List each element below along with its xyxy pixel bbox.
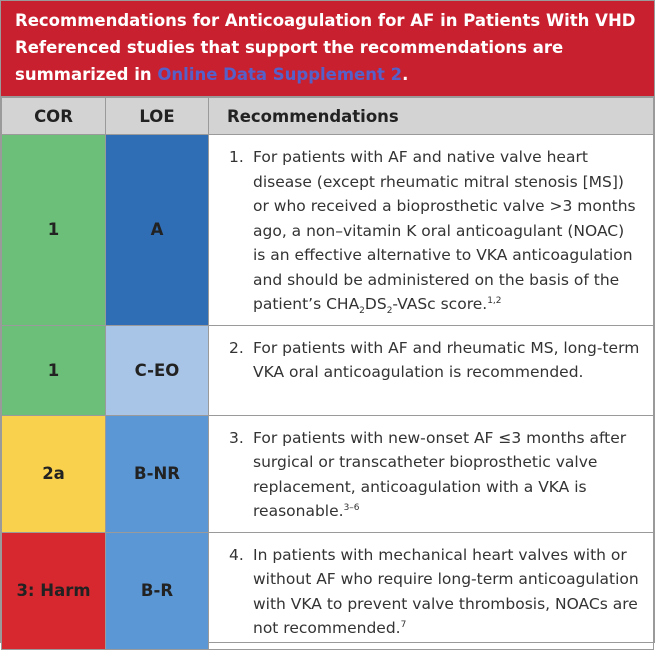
text: For patients with AF and rheumatic MS, l…: [253, 338, 640, 382]
row: 3: Harm B-R 4. In patients with mechanica…: [1, 531, 654, 650]
row: 1 A 1. For patients with AF and native va…: [1, 134, 654, 326]
recommendation-line: 2. For patients with AF and rheumatic MS,…: [229, 336, 641, 385]
text-part: -VASc score.: [392, 295, 488, 313]
text-part: For patients with new-onset AF ≤3 months…: [253, 428, 627, 521]
loe: C-EO: [105, 324, 209, 416]
cor: 1: [1, 134, 106, 326]
loe: A: [105, 134, 209, 326]
row: 2a B-NR 3. For patients with new-onset AF…: [1, 414, 654, 533]
text: For patients with AF and native valve he…: [253, 145, 641, 317]
loe: B-R: [105, 531, 209, 650]
recommendation: 2. For patients with AF and rheumatic MS,…: [208, 324, 654, 416]
cor: 3: Harm: [1, 531, 106, 650]
number: 2.: [229, 338, 244, 357]
text: For patients with new-onset AF ≤3 months…: [253, 426, 641, 524]
reference: 3–6: [343, 502, 360, 513]
text-part: DS: [364, 295, 387, 313]
link[interactable]: Online Data Supplement 2: [157, 65, 403, 84]
title: Recommendations for Anticoagulation for …: [15, 11, 636, 30]
header-row: COR LOE Recommendations: [1, 97, 654, 135]
subtitle-end: .: [402, 65, 409, 84]
header: Recommendations for Anticoagulation for …: [1, 1, 654, 97]
recommendation-line: 4. In patients with mechanical heart valv…: [229, 543, 641, 641]
row: 1 C-EO 2. For patients with AF and rheuma…: [1, 324, 654, 416]
cor: 2a: [1, 414, 106, 533]
subtitle-text: Referenced studies that support the reco…: [15, 38, 564, 84]
text: In patients with mechanical heart valves…: [253, 543, 641, 641]
recommendation: 3. For patients with new-onset AF ≤3 mont…: [208, 414, 654, 533]
recommendation-line: 1. For patients with AF and native valve …: [229, 145, 641, 317]
subtitle: Referenced studies that support the reco…: [15, 34, 640, 88]
recommendation: 4. In patients with mechanical heart valv…: [208, 531, 654, 650]
reference: 7: [400, 619, 407, 630]
number: 1.: [229, 148, 244, 166]
column-header: Recommendations: [208, 97, 654, 135]
recommendation-line: 3. For patients with new-onset AF ≤3 mont…: [229, 426, 641, 524]
number: 3.: [229, 428, 244, 447]
reference: 1,2: [487, 295, 502, 306]
number: 4.: [229, 545, 244, 564]
column-header: LOE: [105, 97, 209, 135]
text-part: In patients with mechanical heart valves…: [253, 545, 639, 638]
table: COR LOE Recommendations 1 A 1. For patien…: [1, 97, 654, 650]
loe: B-NR: [105, 414, 209, 533]
text-part: For patients with AF and native valve he…: [253, 148, 636, 313]
column-header: COR: [1, 97, 106, 135]
subscript: 2: [386, 306, 393, 317]
recommendation: 1. For patients with AF and native valve …: [208, 134, 654, 326]
cor: 1: [1, 324, 106, 416]
subscript: 2: [359, 306, 365, 317]
